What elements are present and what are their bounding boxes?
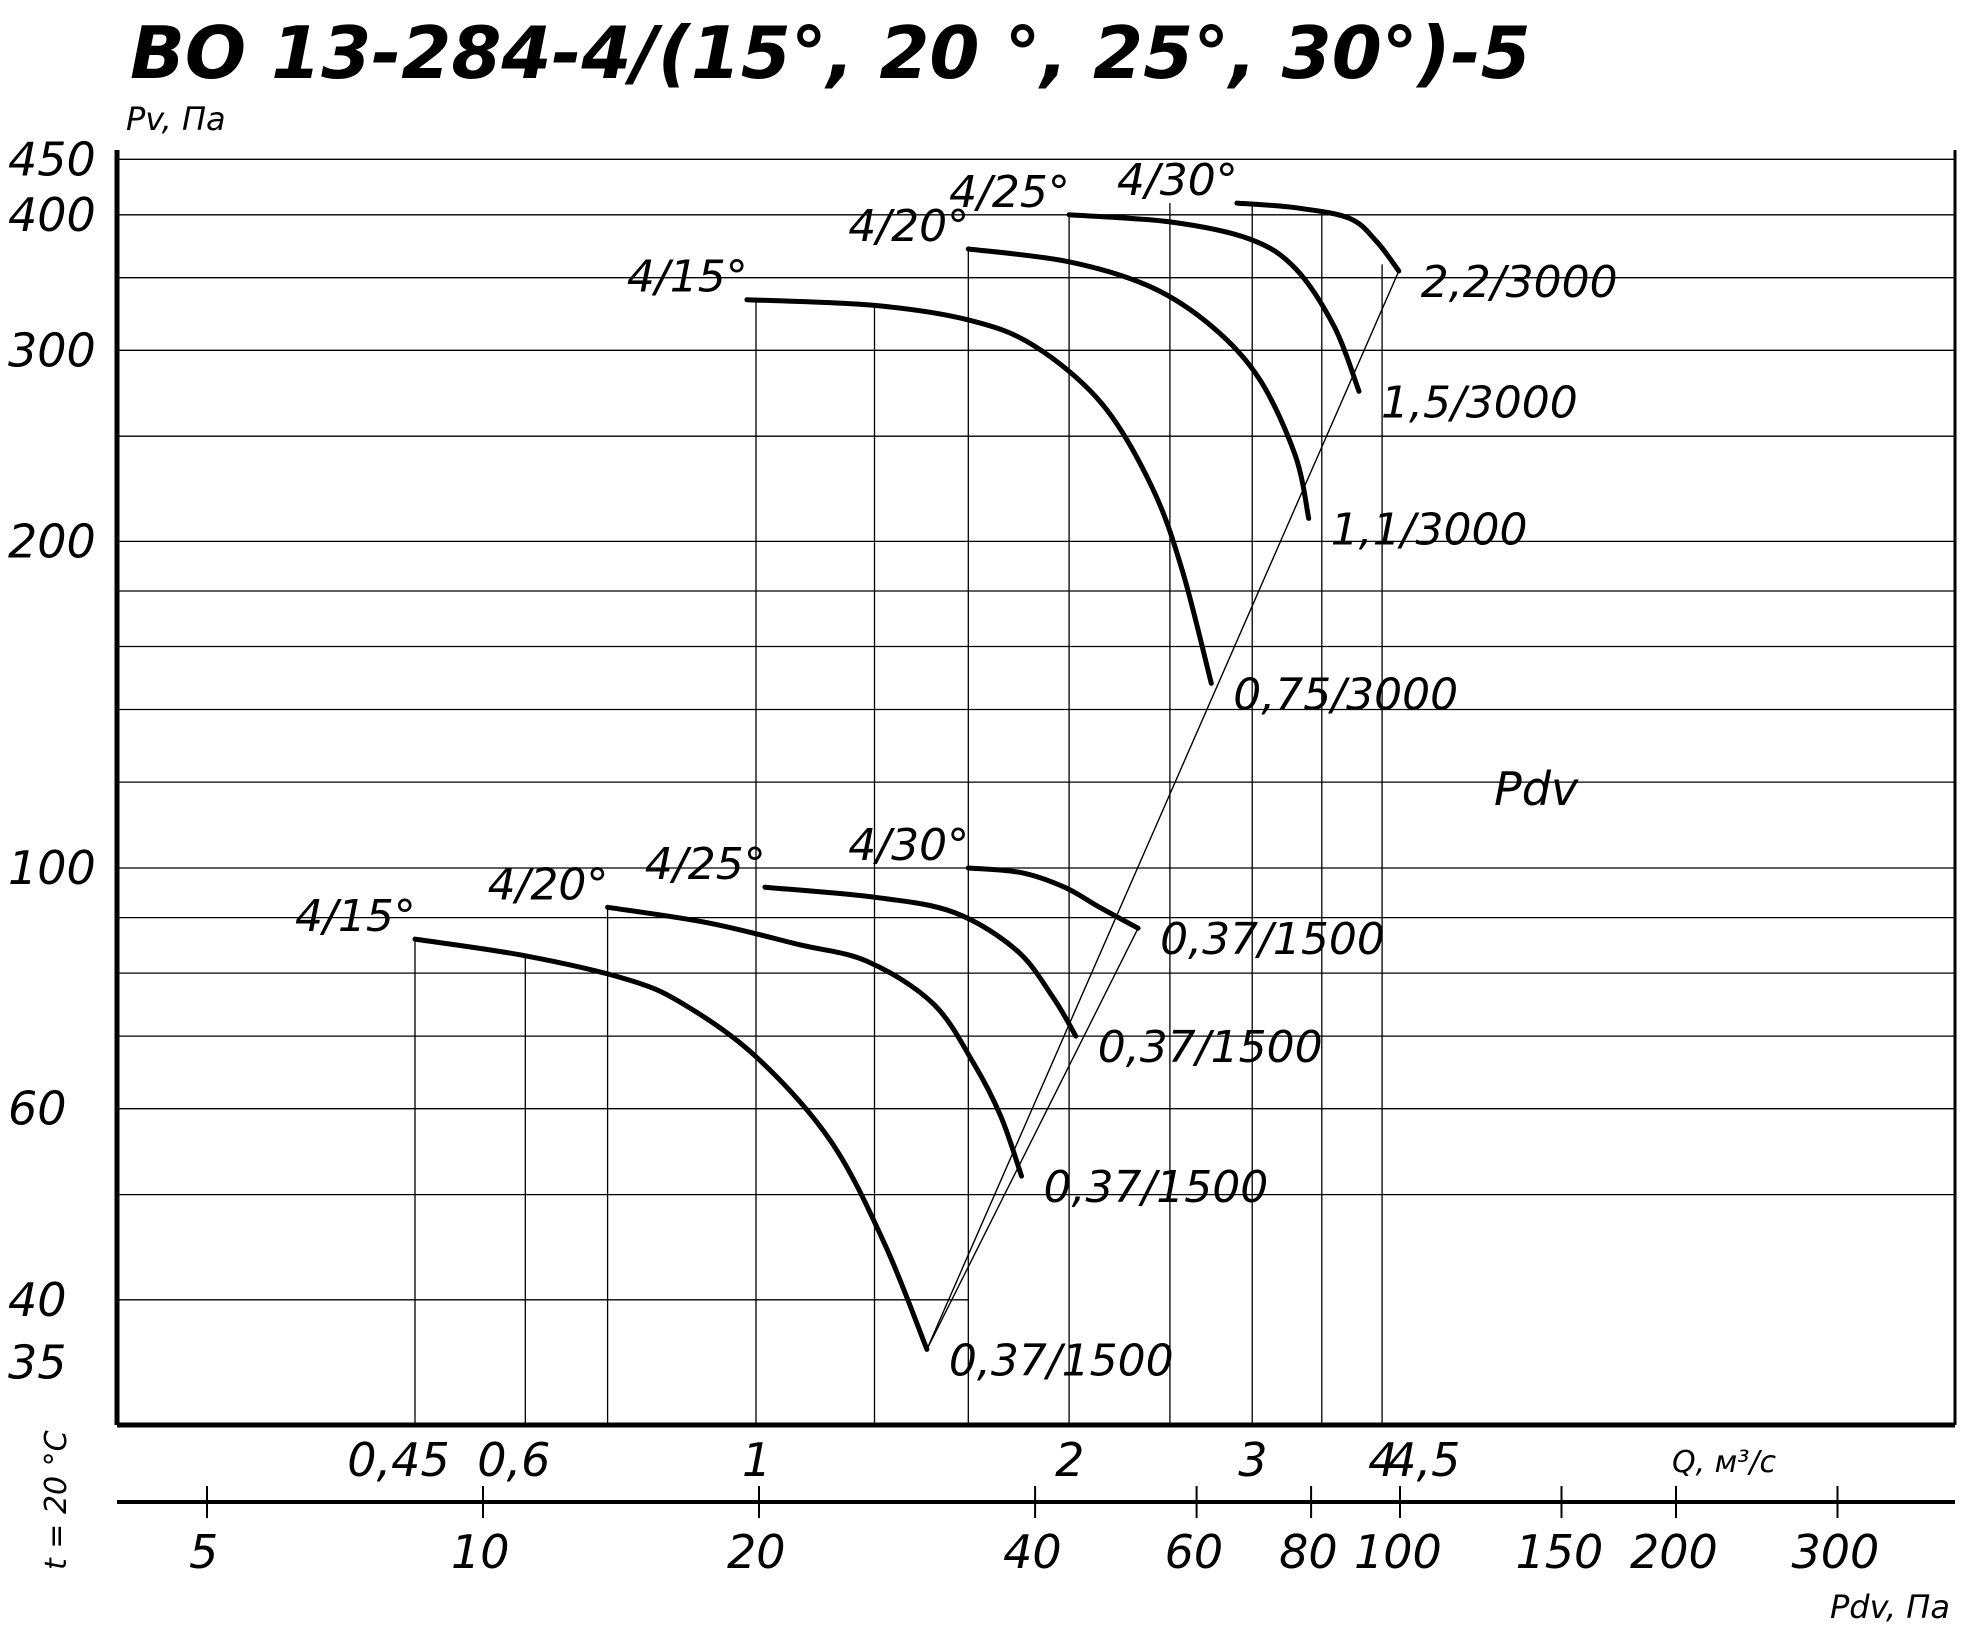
curve-motor-label: 0,37/1500 xyxy=(1160,914,1385,965)
pdv-tick-label: 200 xyxy=(1630,1525,1718,1579)
curve-motor-label: 0,37/1500 xyxy=(1044,1162,1269,1213)
temperature-label: t = 20 °C xyxy=(39,1430,74,1570)
curve-blade-label: 4/30° xyxy=(1117,155,1238,206)
curve-motor-label: 2,2/3000 xyxy=(1421,257,1618,308)
x-tick-label: 2 xyxy=(1055,1433,1084,1487)
fan-curve-7 xyxy=(1066,212,1362,394)
curve-blade-label: 4/15° xyxy=(627,252,748,303)
curve-blade-label: 4/20° xyxy=(848,201,969,252)
dynamic-pressure-lines xyxy=(926,270,1400,1350)
pdv-tick-label: 40 xyxy=(1003,1525,1062,1579)
y-axis-label: Pv, Па xyxy=(126,100,226,138)
y-tick-label: 450 xyxy=(8,132,96,186)
curve-blade-label: 4/20° xyxy=(488,859,609,910)
x-tick-labels: 0,45 0,6 1 2 3 44,5 xyxy=(347,1433,1460,1487)
fan-curve-5 xyxy=(744,297,1214,686)
y-tick-label: 100 xyxy=(8,841,96,895)
curve-motor-label: 1,5/3000 xyxy=(1381,377,1578,428)
y-tick-label: 60 xyxy=(8,1082,67,1136)
curve-blade-label: 4/25° xyxy=(645,839,766,890)
pdv-tick-label: 100 xyxy=(1354,1525,1442,1579)
plot-frame xyxy=(114,150,1957,1504)
fan-curve-4 xyxy=(965,865,1141,931)
y-tick-label: 300 xyxy=(8,323,96,377)
curve-blade-label: 4/15° xyxy=(295,891,416,942)
fan-curves xyxy=(412,200,1402,1352)
fan-curve-6 xyxy=(965,246,1312,521)
x-axis-label: Q, м³/с xyxy=(1672,1445,1776,1480)
pdv-tick-label: 80 xyxy=(1279,1525,1338,1579)
curve-motor-label: 1,1/3000 xyxy=(1331,504,1528,555)
x-tick-label: 0,45 xyxy=(347,1433,449,1487)
curve-labels: 4/15° 0,37/1500 4/20° 0,37/1500 4/25° 0,37/15… xyxy=(295,155,1618,1386)
x-tick-label: 3 xyxy=(1238,1433,1267,1487)
pdv-line xyxy=(926,270,1400,1350)
curve-blade-label: 4/30° xyxy=(848,820,969,871)
fan-curve-3 xyxy=(762,884,1079,1039)
x-tick-label: 4 xyxy=(1368,1433,1397,1487)
pdv-tick-label: 60 xyxy=(1165,1525,1224,1579)
y-tick-label: 400 xyxy=(8,188,96,242)
y-tick-label: 40 xyxy=(8,1273,67,1327)
x-tick-label: 0,6 xyxy=(477,1433,550,1487)
pdv-tick-label: 20 xyxy=(727,1525,786,1579)
pdv-tick-label: 150 xyxy=(1516,1525,1604,1579)
curve-blade-label: 4/25° xyxy=(949,167,1070,218)
fan-curve-1 xyxy=(412,936,930,1352)
pdv-line xyxy=(926,927,1139,1350)
pdv-tick-label: 300 xyxy=(1792,1525,1880,1579)
x2-axis-label: Pdv, Па xyxy=(1830,1588,1950,1626)
y-tick-label: 200 xyxy=(8,514,96,568)
fan-curve-8 xyxy=(1234,200,1402,274)
pdv-tick-label: 5 xyxy=(189,1525,218,1579)
curve-motor-label: 0,37/1500 xyxy=(1098,1022,1323,1073)
x-tick-label: 4,5 xyxy=(1387,1433,1460,1487)
curve-motor-label: 0,37/1500 xyxy=(949,1335,1174,1386)
curve-motor-label: 0,75/3000 xyxy=(1233,669,1458,720)
x-tick-label: 1 xyxy=(742,1433,771,1487)
pdv-line-label: Pdv xyxy=(1494,762,1579,816)
y-tick-label: 35 xyxy=(8,1336,67,1390)
pdv-tick-label: 10 xyxy=(451,1525,510,1579)
fan-curve-2 xyxy=(605,904,1024,1179)
chart-title: ВО 13-284-4/(15°, 20 °, 25°, 30°)-5 xyxy=(130,11,1531,95)
pdv-scale: 5 10 20 40 60 80 100 150 200 300 xyxy=(189,1486,1879,1579)
